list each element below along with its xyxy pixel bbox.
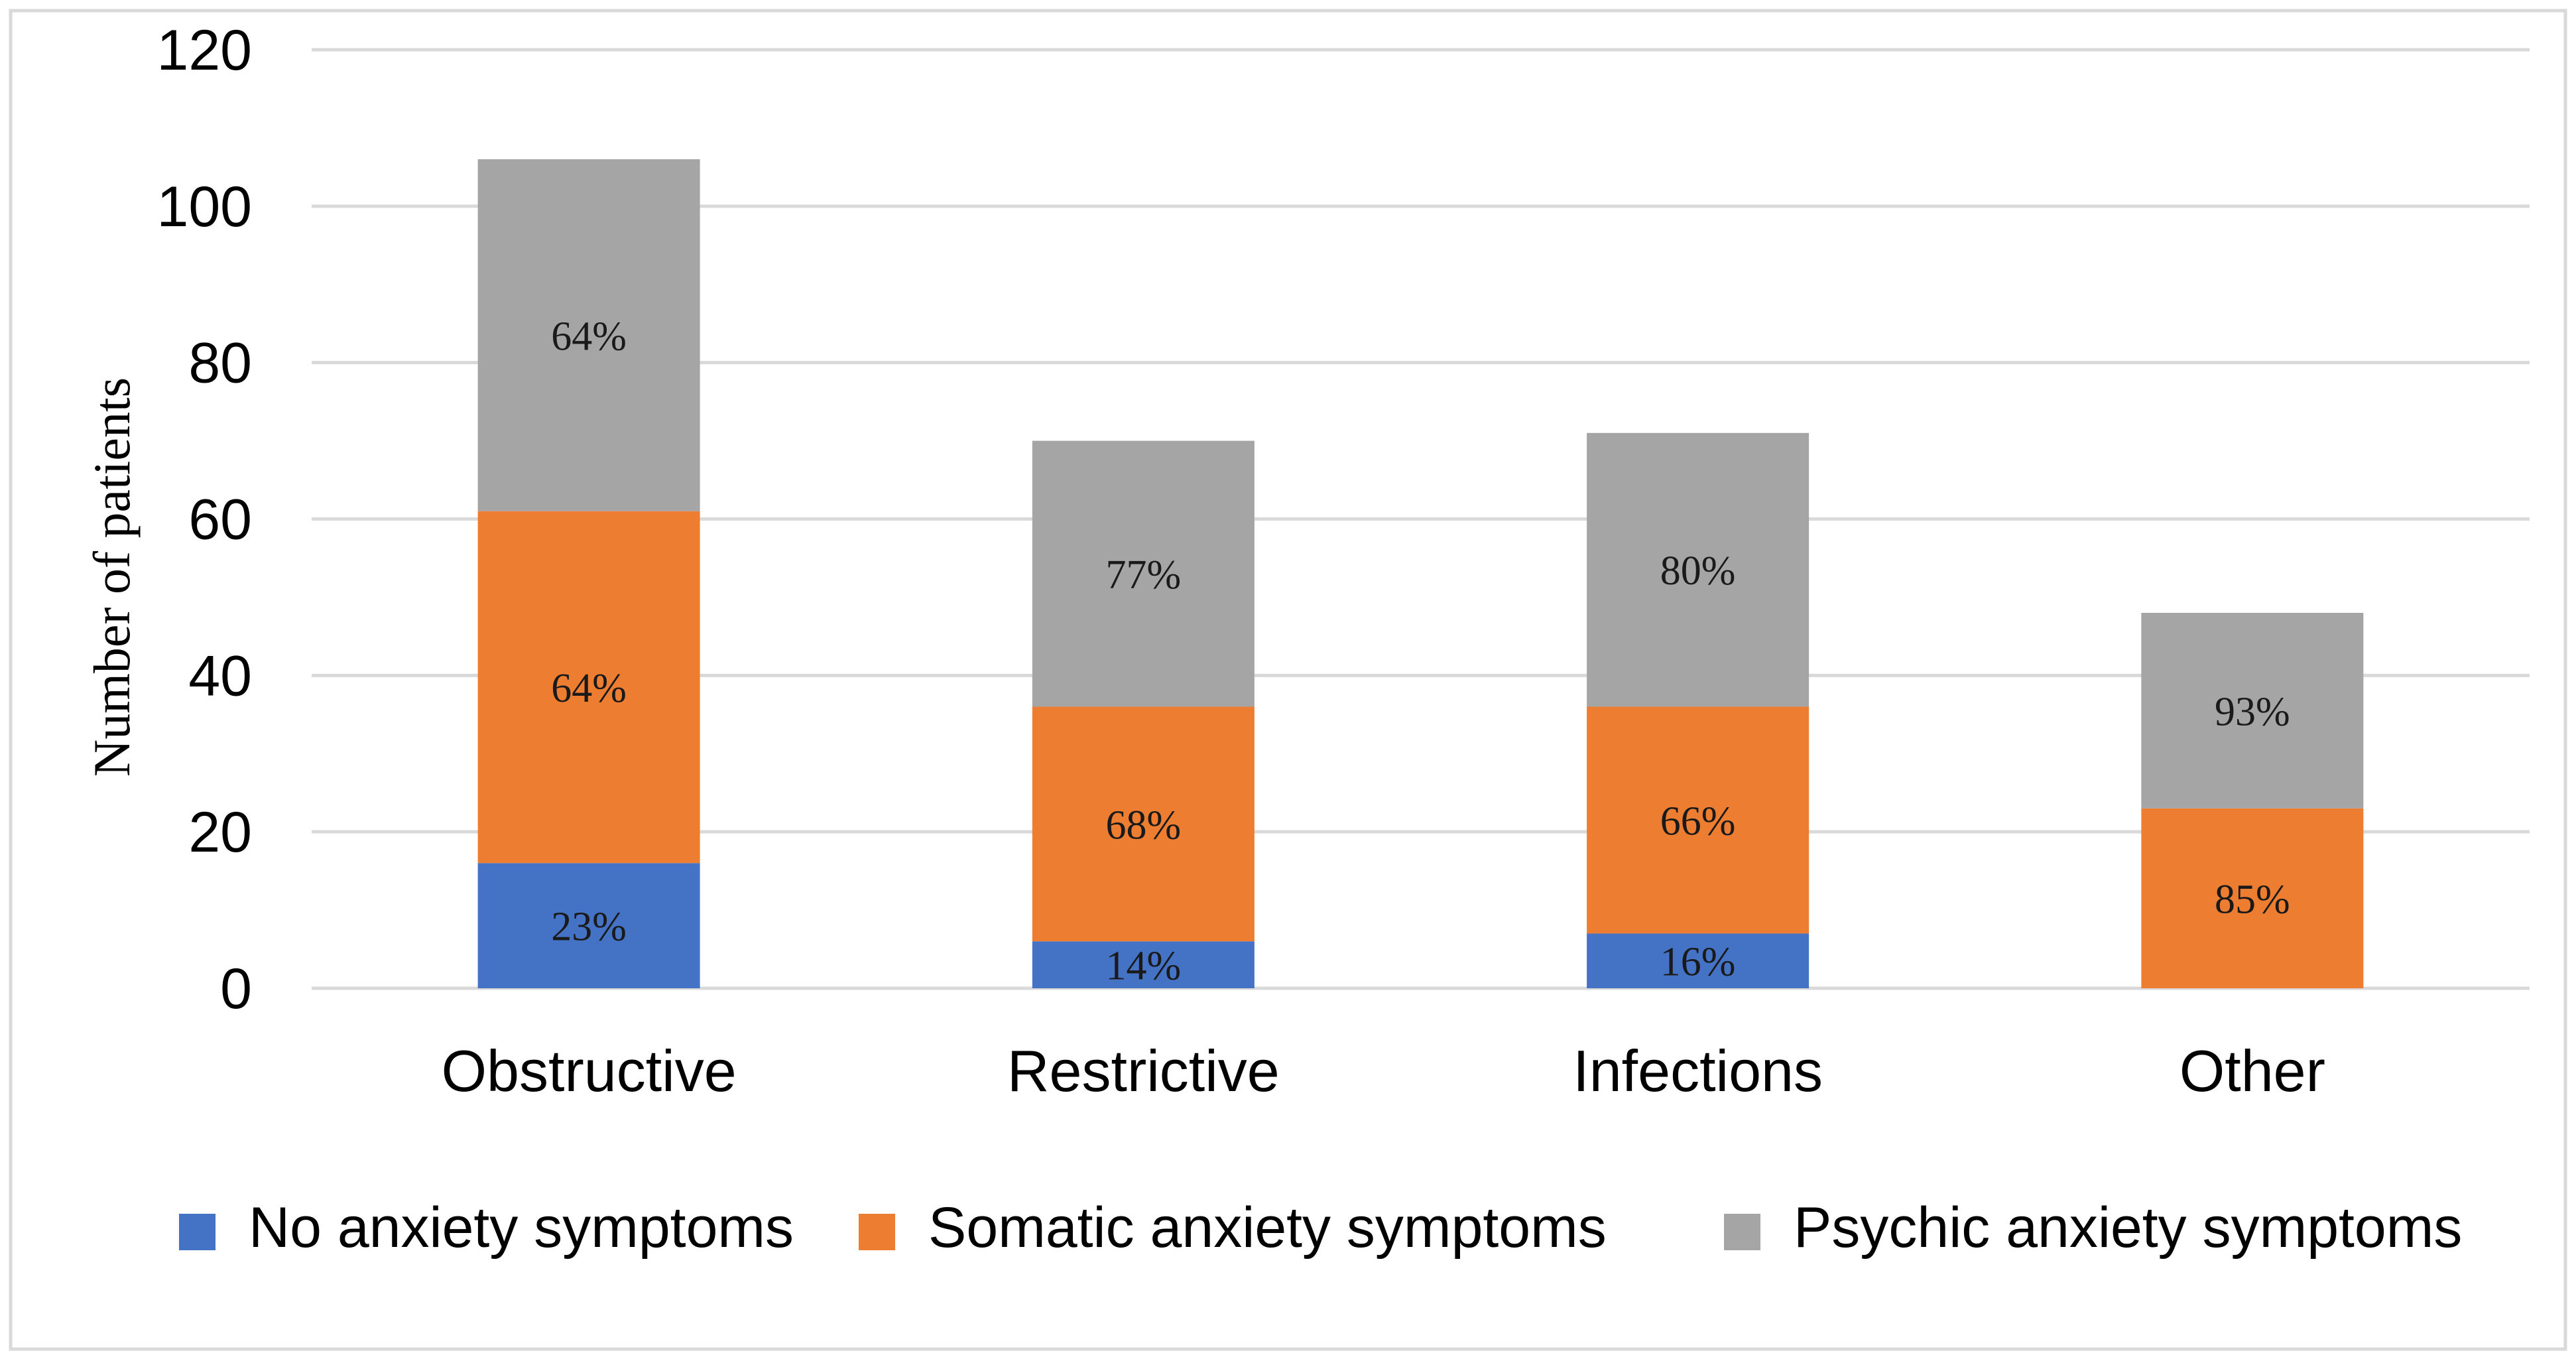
category-label: Other [2179,1038,2325,1104]
legend-label: Somatic anxiety symptoms [928,1196,1607,1260]
bar-segment [477,863,700,988]
y-tick-label: 60 [188,488,252,552]
category-label: Obstructive [442,1038,737,1104]
legend-label: Psychic anxiety symptoms [1794,1196,2462,1260]
category-label: Infections [1573,1038,1823,1104]
bar-segment [1587,432,1809,707]
y-tick-label: 20 [188,801,252,864]
data-label: 80% [1660,549,1736,594]
bar-segment [1587,933,1809,988]
x-axis-categories: Obstructive Restrictive Infections Other [442,1038,2325,1104]
data-label: 93% [2215,689,2290,734]
category-label: Restrictive [1007,1038,1280,1104]
bars [477,159,2364,988]
data-label: 64% [551,666,627,711]
bar-segment [477,159,700,511]
data-label: 23% [551,905,627,950]
y-tick-label: 120 [157,19,253,82]
data-label: 64% [551,314,627,359]
chart-border [9,9,2567,1351]
y-axis-ticks: 0 20 40 60 80 100 120 [157,19,253,1021]
legend-label: No anxiety symptoms [249,1196,794,1260]
bar-segment [2141,613,2364,809]
data-label: 14% [1106,944,1182,989]
legend: No anxiety symptoms Somatic anxiety sympt… [179,1196,2462,1260]
y-tick-label: 40 [188,644,252,708]
bar-segment [2141,808,2364,988]
y-tick-label: 0 [220,957,252,1021]
data-label: 85% [2215,877,2290,922]
y-axis-title: Number of patients [83,377,141,777]
legend-swatch [859,1214,895,1250]
bar-segment [1032,941,1255,988]
data-labels: 23% 64% 64% 14% 68% 77% 16% 66% 80% 85% 93% [551,314,2290,988]
y-tick-label: 80 [188,332,252,395]
data-label: 66% [1660,799,1736,844]
data-label: 16% [1660,940,1736,985]
data-label: 68% [1106,803,1182,848]
legend-swatch [1724,1214,1760,1250]
bar-segment [477,511,700,864]
bar-segment [1587,706,1809,934]
bar-segment [1032,706,1255,942]
bar-segment [1032,440,1255,707]
y-tick-label: 100 [157,175,253,239]
legend-swatch [179,1214,215,1250]
data-label: 77% [1106,552,1182,598]
